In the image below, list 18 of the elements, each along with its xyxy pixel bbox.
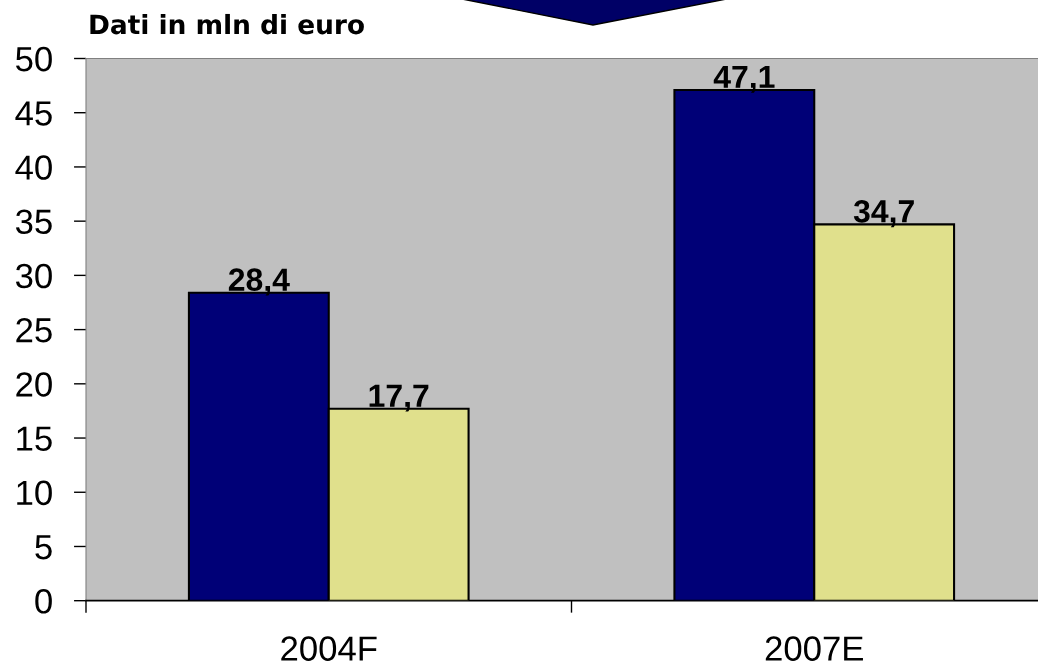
y-tick-label: 45: [15, 101, 52, 126]
y-tick-label: 40: [15, 155, 52, 180]
x-tick-label: 2007E: [765, 636, 863, 661]
data-label: 47,1: [713, 65, 775, 93]
y-tick-label: 15: [17, 426, 52, 451]
data-label: 34,7: [853, 200, 914, 228]
x-tick-label: 2004F: [281, 636, 377, 661]
y-tick-label: 5: [35, 535, 52, 560]
data-label: 17,7: [369, 384, 429, 412]
y-tick-label: 0: [35, 589, 52, 614]
chart-title: Dati in mln di euro: [90, 13, 364, 35]
y-tick-label: 20: [16, 372, 52, 397]
y-tick-label: 25: [16, 317, 52, 343]
y-tick-label: 30: [15, 263, 52, 289]
data-label: 28,4: [228, 268, 290, 296]
y-tick-label: 50: [15, 46, 52, 72]
y-tick-label: 35: [15, 209, 52, 235]
y-tick-label: 10: [17, 480, 52, 506]
